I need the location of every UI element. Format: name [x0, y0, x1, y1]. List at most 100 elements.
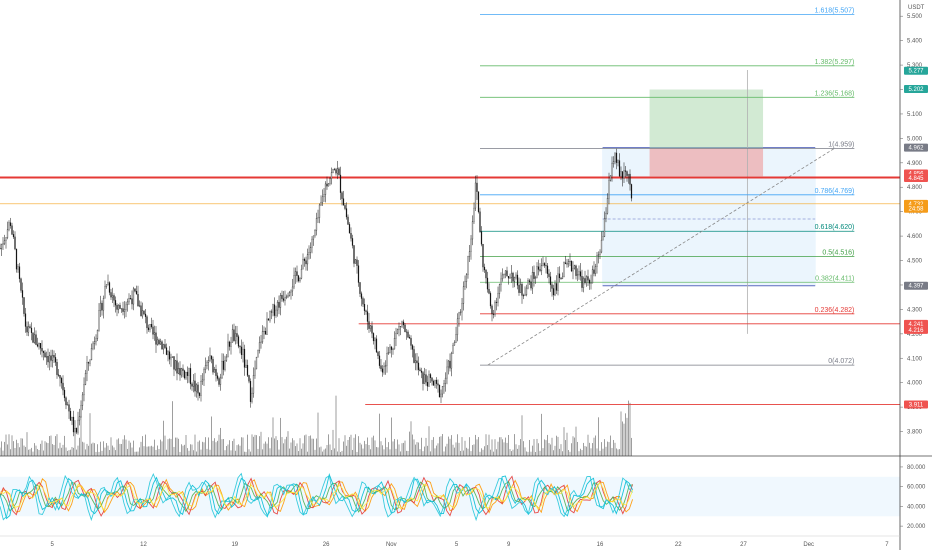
candle-body — [323, 194, 325, 198]
volume-bar — [104, 447, 106, 456]
candle-body — [506, 270, 508, 277]
volume-bar — [236, 445, 238, 456]
candle-body — [260, 341, 262, 343]
volume-bar — [158, 448, 160, 456]
candle-body — [536, 266, 538, 278]
volume-bar — [428, 426, 430, 456]
volume-bar — [571, 443, 572, 456]
volume-bar — [275, 436, 277, 456]
volume-bar — [310, 435, 311, 456]
volume-bar — [572, 436, 574, 456]
fib-level-label: 0.5(4.516) — [822, 250, 854, 257]
candle-body — [408, 337, 411, 339]
candle-body — [228, 341, 231, 347]
candle-body — [500, 278, 502, 285]
candle-body — [329, 178, 331, 184]
candle-body — [273, 304, 276, 316]
volume-bar — [341, 450, 343, 456]
volume-bar — [553, 450, 554, 456]
volume-bar — [20, 438, 22, 456]
candle-body — [452, 344, 454, 354]
volume-bar — [412, 434, 413, 456]
volume-bar — [257, 448, 259, 456]
volume-bar — [589, 442, 590, 456]
volume-bar — [628, 400, 629, 456]
volume-bar — [122, 439, 124, 456]
candle-body — [308, 251, 310, 255]
volume-bar — [215, 442, 217, 456]
candle-body — [332, 169, 334, 173]
candle-body — [450, 352, 453, 369]
candle-body — [36, 344, 39, 347]
volume-bar — [601, 442, 602, 456]
candle-body — [98, 310, 100, 331]
volume-bar — [560, 444, 562, 456]
volume-bar — [200, 449, 202, 456]
candle-body — [203, 369, 205, 381]
volume-bar — [299, 438, 301, 456]
volume-bar — [455, 442, 457, 456]
volume-bar — [631, 437, 632, 456]
candle-body — [119, 304, 121, 309]
volume-bar — [50, 435, 52, 456]
candle-body — [246, 364, 249, 376]
volume-bar — [470, 451, 472, 456]
candle-body — [464, 281, 466, 287]
volume-bar — [377, 447, 379, 456]
price-tag-label: 4.845 — [908, 176, 924, 182]
volume-bar — [536, 438, 538, 456]
candle-body — [491, 305, 493, 315]
candle-body — [264, 330, 267, 335]
volume-bar — [452, 444, 454, 456]
candle-body — [524, 294, 526, 296]
price-tag-label: 4.216 — [908, 328, 924, 334]
volume-bar — [59, 442, 61, 456]
volume-bar — [221, 439, 223, 456]
volume-bar — [472, 445, 473, 456]
candle-body — [351, 238, 354, 246]
oscillator-series — [0, 472, 634, 522]
candle-body — [47, 356, 49, 363]
volume-bar — [164, 435, 166, 456]
volume-bar — [224, 450, 226, 456]
candle-body — [549, 276, 552, 285]
volume-bar — [530, 451, 532, 456]
volume-bar — [43, 450, 44, 456]
price-tick-label: 3.800 — [907, 430, 923, 436]
candle-body — [572, 267, 574, 272]
volume-bar — [289, 448, 290, 456]
volume-bar — [214, 438, 215, 456]
volume-bar — [163, 420, 164, 456]
candle-body — [422, 372, 424, 384]
candle-body — [447, 360, 450, 368]
volume-bar — [328, 434, 329, 456]
candle-body — [624, 170, 627, 172]
volume-bar — [607, 441, 608, 456]
candle-body — [339, 174, 342, 193]
volume-bar — [166, 449, 167, 456]
candle-body — [362, 298, 364, 305]
volume-bar — [262, 449, 263, 456]
volume-bar — [238, 444, 239, 456]
volume-bar — [155, 449, 157, 456]
price-tag-label: 4.962 — [908, 146, 924, 152]
volume-bar — [548, 443, 550, 456]
volume-bar — [244, 451, 245, 456]
price-tick-label: 5.400 — [907, 39, 923, 45]
candle-body — [372, 333, 375, 342]
candle-body — [390, 346, 393, 350]
candle-body — [242, 348, 244, 355]
volume-bar — [535, 451, 536, 456]
price-tick-label: 4.200 — [907, 332, 923, 338]
candle-body — [537, 266, 540, 270]
volume-bar — [370, 449, 371, 456]
volume-bar — [517, 448, 518, 456]
date-tick-label: 16 — [597, 542, 604, 548]
candle-body — [626, 171, 628, 176]
candle-body — [566, 263, 568, 265]
volume-bar — [581, 450, 583, 456]
candle-body — [522, 295, 525, 297]
candle-body — [23, 297, 25, 314]
volume-bar — [47, 443, 49, 456]
